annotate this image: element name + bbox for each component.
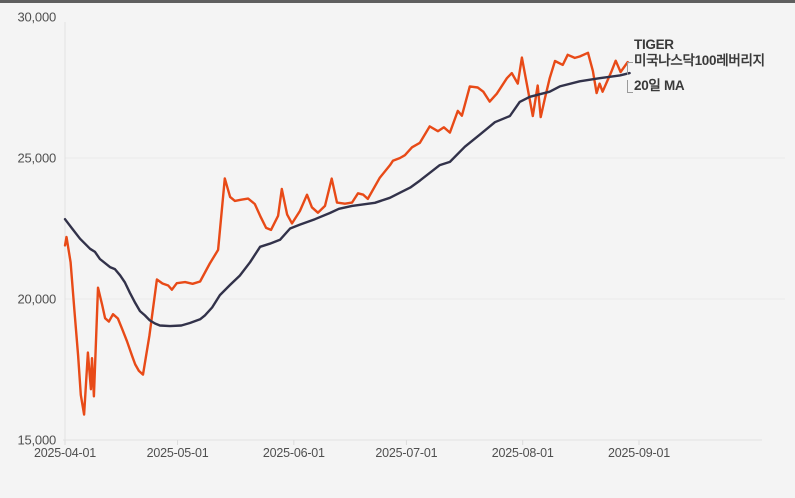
series-line-price <box>63 51 629 416</box>
legend-price-label-line1: TIGER <box>634 37 674 52</box>
chart-legend: TIGER 미국나스닥100레버리지 20일 MA <box>625 37 765 94</box>
x-tick-label: 2025-05-01 <box>146 446 209 460</box>
series-line-ma20 <box>63 71 631 328</box>
x-tick-label: 2025-07-01 <box>375 446 438 460</box>
x-tick-label: 2025-08-01 <box>491 446 554 460</box>
y-tick-label: 30,000 <box>17 9 56 25</box>
x-tick-label: 2025-06-01 <box>262 446 325 460</box>
window-top-edge <box>0 0 795 3</box>
y-tick-label: 20,000 <box>17 291 56 307</box>
legend-bracket-ma-icon <box>627 80 633 93</box>
y-tick-label: 15,000 <box>17 432 56 448</box>
y-tick-label: 25,000 <box>17 150 56 166</box>
legend-ma-label: 20일 MA <box>634 78 685 93</box>
x-tick-label: 2025-09-01 <box>608 446 670 460</box>
legend-price-label-line2: 미국나스닥100레버리지 <box>634 53 765 68</box>
x-tick-label: 2025-04-01 <box>34 446 96 460</box>
legend-bracket-price-icon <box>627 62 633 75</box>
